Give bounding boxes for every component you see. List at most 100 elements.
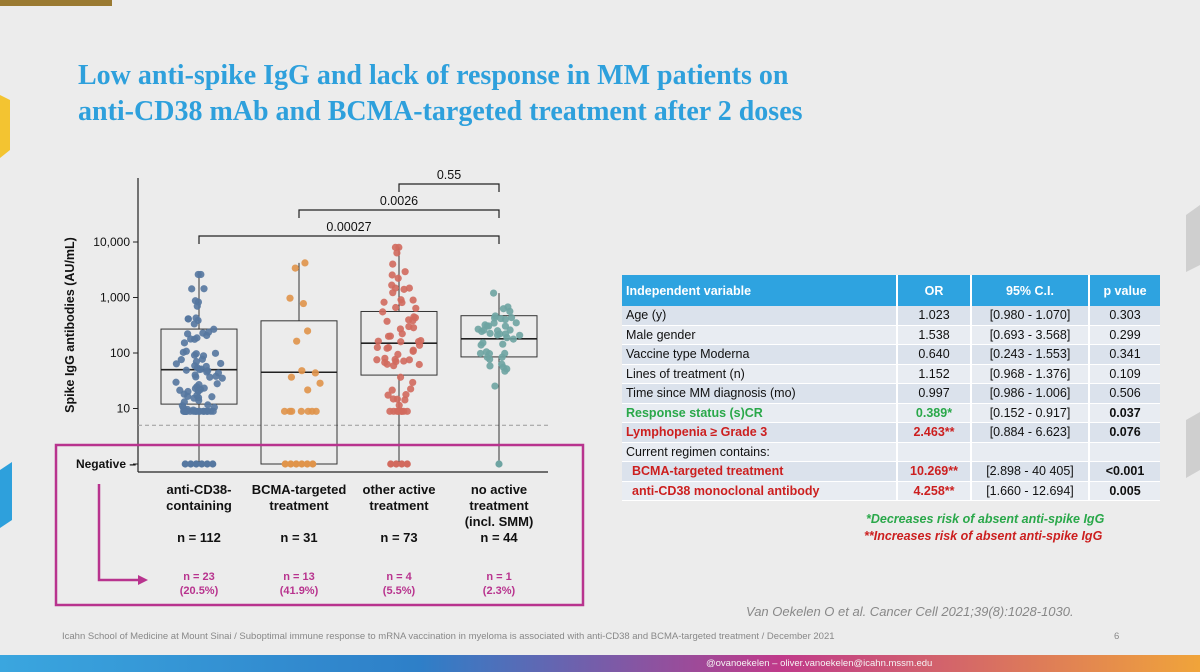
- category-label-line1: no active: [471, 482, 527, 497]
- data-point: [501, 315, 509, 324]
- data-point: [405, 356, 413, 364]
- odds-ratio-table: Independent variable OR 95% C.I. p value…: [622, 275, 1160, 501]
- row-ci: [1.660 - 12.694]: [971, 481, 1090, 501]
- y-tick-label: 100: [110, 346, 130, 360]
- data-point-negative: [398, 460, 406, 468]
- data-point-negative: [187, 460, 195, 468]
- data-point-negative: [292, 460, 300, 468]
- data-point: [299, 299, 308, 308]
- row-p: 0.005: [1089, 481, 1160, 501]
- data-point: [178, 402, 187, 410]
- data-point: [177, 356, 185, 364]
- data-point: [197, 270, 205, 279]
- data-point: [491, 382, 499, 390]
- row-ci: [0.243 - 1.553]: [971, 344, 1090, 365]
- data-point: [477, 341, 485, 349]
- y-tick-label: 10,000: [93, 235, 130, 249]
- negative-percent: (5.5%): [383, 585, 416, 597]
- y-tick-label: 10: [117, 402, 131, 416]
- category-n: n = 73: [380, 530, 417, 545]
- data-point: [398, 298, 406, 307]
- data-point: [409, 296, 417, 304]
- data-point-negative: [203, 460, 211, 468]
- data-point: [412, 304, 420, 312]
- data-point: [180, 407, 188, 415]
- data-point: [482, 348, 490, 356]
- row-variable: Age (y): [622, 306, 898, 326]
- row-p: 0.299: [1089, 325, 1160, 345]
- highlight-arrow: [97, 484, 140, 582]
- data-point: [392, 303, 400, 312]
- comparison-bracket: [298, 209, 500, 218]
- data-point: [499, 305, 508, 313]
- data-point: [184, 392, 192, 400]
- data-point: [499, 340, 507, 348]
- contact-email: @ovanoekelen – oliver.vanoekelen@icahn.m…: [706, 658, 933, 669]
- row-ci: [0.986 - 1.006]: [971, 383, 1090, 404]
- data-point: [389, 395, 397, 403]
- data-point: [498, 360, 506, 368]
- negative-count: n = 13: [283, 571, 315, 583]
- row-or: 4.258**: [897, 481, 972, 501]
- data-point: [388, 281, 396, 289]
- category-label-line2: containing: [166, 498, 232, 513]
- note-decreases: *Decreases risk of absent anti-spike IgG: [866, 512, 1105, 526]
- data-point: [184, 315, 192, 323]
- row-p: [1089, 442, 1160, 462]
- corner-accent: [0, 0, 112, 6]
- data-point-negative: [392, 460, 400, 468]
- data-point: [293, 337, 301, 345]
- data-point: [414, 337, 423, 346]
- row-ci: [0.884 - 6.623]: [971, 422, 1090, 443]
- data-point: [213, 380, 221, 388]
- data-point: [394, 350, 402, 358]
- data-point: [182, 366, 190, 374]
- data-point: [210, 403, 218, 411]
- category-label-line2: treatment: [369, 498, 429, 513]
- data-point: [381, 354, 389, 362]
- negative-tick-label: Negative –: [76, 457, 136, 471]
- data-point: [204, 328, 213, 336]
- data-point: [405, 322, 413, 331]
- row-variable: Vaccine type Moderna: [622, 344, 898, 365]
- negative-percent: (41.9%): [280, 585, 319, 597]
- data-point: [198, 355, 206, 363]
- data-point: [199, 329, 207, 337]
- header-variable: Independent variable: [622, 275, 898, 306]
- data-point: [391, 243, 400, 251]
- data-point: [304, 386, 312, 394]
- negative-percent: (2.3%): [483, 585, 516, 597]
- data-point: [286, 407, 294, 415]
- data-point-negative: [181, 460, 189, 468]
- data-point: [303, 327, 312, 335]
- category-label-line1: other active: [363, 482, 436, 497]
- row-or: 1.538: [897, 325, 972, 345]
- data-point: [373, 343, 381, 352]
- category-n: n = 112: [177, 530, 221, 545]
- data-point: [389, 260, 397, 268]
- data-point: [401, 396, 409, 404]
- comparison-bracket: [198, 235, 500, 244]
- data-point-negative: [303, 460, 311, 468]
- table-row: BCMA-targeted treatment 10.269** [2.898 - …: [622, 461, 1160, 482]
- page-number: 6: [1114, 631, 1120, 642]
- data-point: [200, 384, 208, 392]
- category-label-line3: (incl. SMM): [465, 514, 534, 529]
- table-row: Current regimen contains:: [622, 442, 1160, 462]
- data-point-negative: [287, 460, 295, 468]
- row-or: 1.152: [897, 364, 972, 384]
- data-point: [172, 378, 180, 386]
- data-point: [486, 355, 494, 363]
- data-point: [182, 347, 190, 355]
- comparison-p-value: 0.55: [437, 168, 461, 182]
- note-increases: **Increases risk of absent anti-spike Ig…: [864, 529, 1103, 543]
- data-point-negative: [387, 460, 395, 468]
- data-point: [389, 289, 397, 297]
- data-point: [217, 359, 225, 368]
- data-point: [405, 284, 413, 292]
- data-point: [192, 350, 200, 358]
- row-or: 10.269**: [897, 461, 972, 482]
- data-point: [193, 302, 201, 310]
- data-point: [191, 371, 199, 379]
- row-or: 2.463**: [897, 422, 972, 443]
